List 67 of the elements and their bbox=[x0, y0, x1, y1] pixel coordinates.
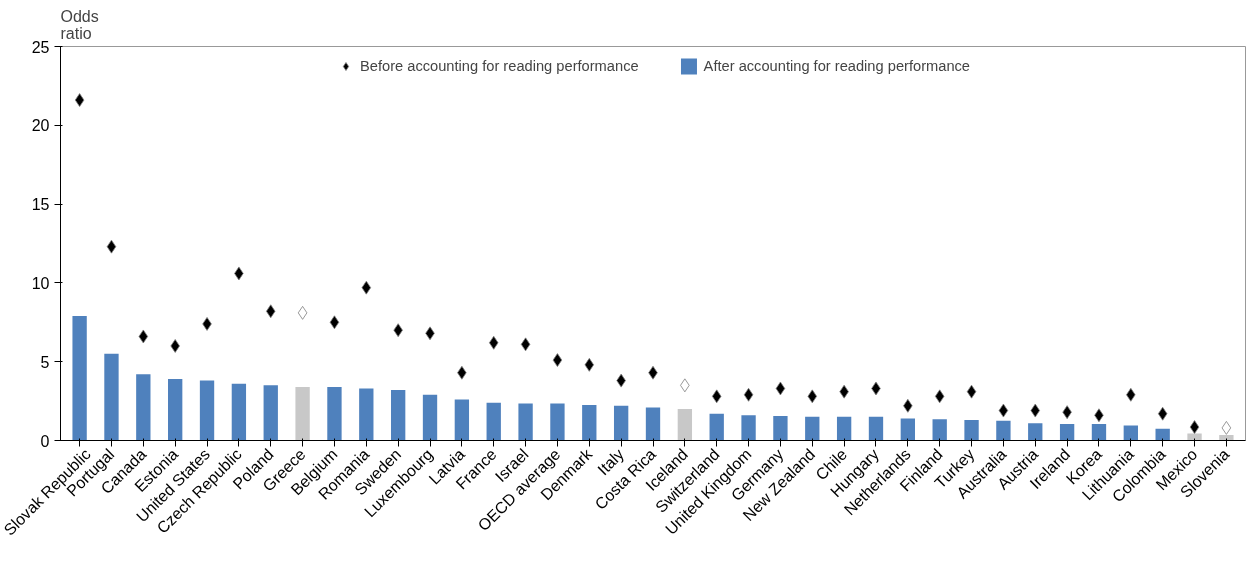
bar bbox=[1123, 425, 1138, 441]
bar bbox=[168, 379, 183, 441]
bar bbox=[613, 405, 629, 441]
point bbox=[711, 389, 722, 404]
bar bbox=[550, 403, 565, 441]
bar bbox=[518, 403, 533, 441]
point bbox=[934, 389, 945, 404]
bar bbox=[1219, 434, 1234, 441]
y-tick-label: 5 bbox=[40, 353, 50, 371]
point bbox=[1157, 406, 1168, 421]
point bbox=[170, 339, 180, 353]
point bbox=[584, 357, 595, 372]
bar bbox=[1091, 423, 1107, 441]
bar bbox=[390, 390, 406, 441]
point bbox=[329, 315, 340, 330]
bar bbox=[422, 394, 438, 441]
legend-label: Before accounting for reading performance bbox=[359, 58, 639, 74]
y-tick-label: 25 bbox=[31, 38, 50, 56]
point bbox=[807, 389, 818, 404]
point bbox=[297, 305, 308, 320]
point bbox=[520, 337, 531, 352]
point bbox=[74, 93, 85, 107]
bar bbox=[454, 399, 470, 441]
bar bbox=[1028, 423, 1043, 441]
point bbox=[361, 280, 372, 295]
bar bbox=[996, 420, 1011, 441]
bar bbox=[263, 385, 278, 441]
bar bbox=[836, 416, 852, 441]
bar bbox=[709, 413, 724, 441]
point bbox=[138, 329, 149, 344]
bar bbox=[677, 408, 693, 441]
point bbox=[1221, 420, 1232, 435]
bar bbox=[932, 419, 947, 441]
point bbox=[966, 384, 977, 399]
bar bbox=[486, 402, 501, 441]
bar bbox=[295, 386, 310, 441]
bar bbox=[231, 383, 247, 441]
bar bbox=[900, 418, 916, 441]
bar bbox=[805, 416, 820, 441]
bar bbox=[136, 374, 151, 441]
bar bbox=[868, 416, 884, 441]
bar bbox=[773, 416, 788, 441]
point bbox=[743, 387, 754, 402]
bar bbox=[359, 388, 374, 441]
y-tick-label: 15 bbox=[31, 196, 50, 214]
bar bbox=[1155, 428, 1170, 441]
bar bbox=[741, 415, 756, 441]
point bbox=[775, 381, 786, 396]
point bbox=[106, 239, 117, 254]
y-tick-label: 0 bbox=[40, 432, 50, 450]
bar bbox=[199, 380, 215, 441]
point bbox=[552, 353, 563, 368]
bar bbox=[72, 316, 87, 441]
bar bbox=[964, 420, 979, 441]
point bbox=[1189, 420, 1200, 434]
bar bbox=[1059, 423, 1075, 441]
bar bbox=[645, 407, 661, 441]
y-tick-label: 20 bbox=[31, 117, 50, 135]
point bbox=[488, 335, 499, 350]
bar bbox=[1187, 433, 1202, 441]
bar bbox=[327, 386, 342, 441]
bar bbox=[104, 353, 119, 441]
y-axis-title: Odds ratio bbox=[60, 7, 99, 42]
y-tick-label: 10 bbox=[31, 274, 50, 292]
bar bbox=[582, 405, 597, 441]
point bbox=[998, 403, 1009, 418]
legend-label: After accounting for reading performance bbox=[703, 58, 971, 74]
